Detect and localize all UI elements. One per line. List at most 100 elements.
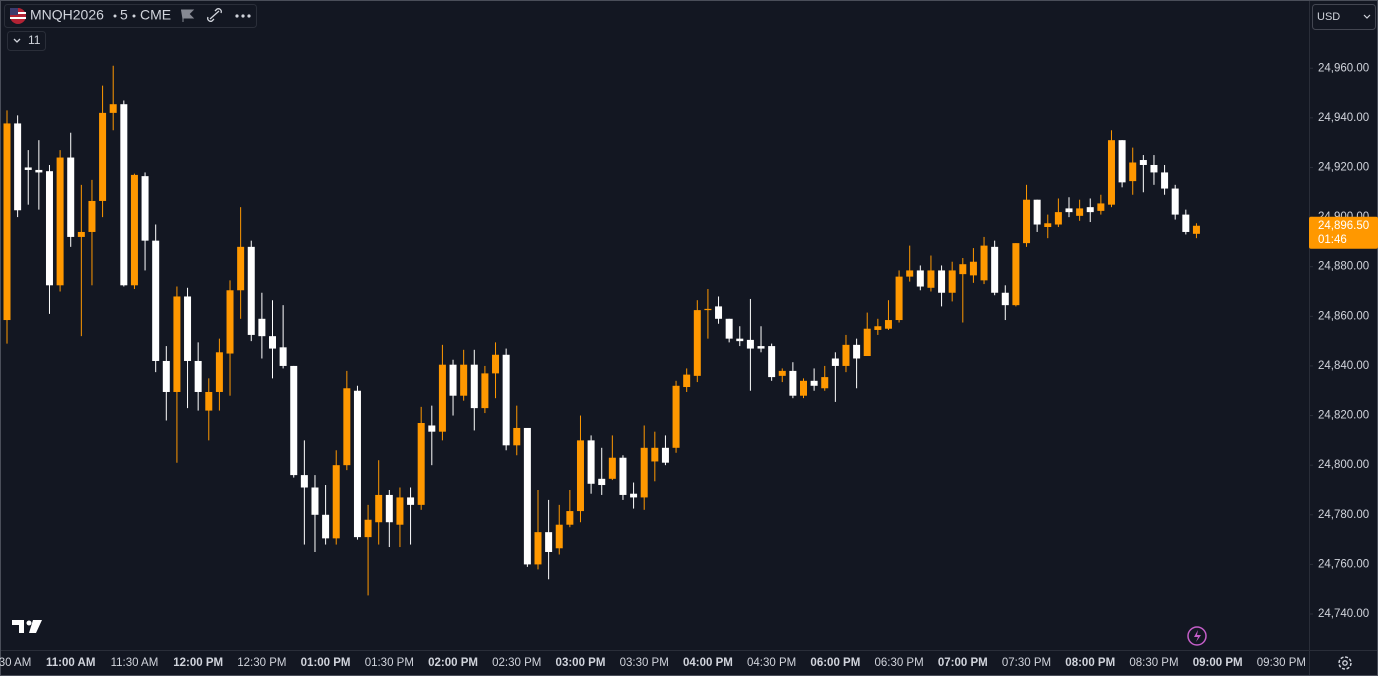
candle-body: [831, 358, 839, 366]
candle-body: [895, 276, 903, 321]
candle-body: [768, 346, 776, 378]
candle-body: [725, 318, 733, 339]
candle-body: [651, 447, 659, 462]
more-dot[interactable]: [247, 14, 251, 18]
x-tick-label: 11:00 AM: [46, 657, 95, 669]
candle-body: [269, 336, 276, 349]
last-price-box: [1309, 216, 1378, 249]
lightning-button[interactable]: [1187, 626, 1207, 646]
candle-body: [502, 354, 510, 446]
logo-part: [29, 620, 42, 633]
candle-body: [566, 511, 574, 525]
candle-body: [184, 296, 192, 361]
symbol-legend[interactable]: MNQH2026 5 CME: [4, 4, 257, 28]
currency[interactable]: USD: [1317, 11, 1340, 23]
candle-body: [853, 344, 861, 359]
candle-body: [332, 465, 340, 539]
candle-body: [916, 270, 924, 287]
candle-body: [428, 425, 436, 432]
indicators-box: [7, 31, 46, 51]
candle-body: [481, 373, 489, 409]
currency-select[interactable]: USD: [1312, 4, 1376, 30]
y-tick-label: 24,860.00: [1318, 310, 1369, 322]
link-button[interactable]: [207, 8, 222, 22]
candle-body: [661, 447, 669, 463]
x-tick-label: 09:00 PM: [1193, 657, 1243, 669]
candle-body: [1139, 160, 1147, 165]
more-dot[interactable]: [235, 14, 239, 18]
indicators-toggle[interactable]: 11: [7, 31, 46, 51]
y-tick-label: 24,760.00: [1318, 558, 1369, 570]
candle-body: [1150, 164, 1158, 173]
candle-body: [35, 169, 43, 173]
candle-body: [863, 328, 871, 357]
y-tick-label: 24,940.00: [1318, 112, 1369, 124]
candle-body: [1076, 208, 1084, 216]
y-tick-label: 24,840.00: [1318, 360, 1369, 372]
candle-body: [938, 270, 946, 293]
countdown: 01:46: [1318, 234, 1347, 246]
x-tick-label: 06:00 PM: [810, 657, 860, 669]
tv-logo[interactable]: [12, 620, 42, 633]
candle-body: [194, 360, 202, 392]
chevron: [13, 38, 21, 43]
candle-body: [545, 532, 553, 553]
logo-part: [26, 620, 32, 626]
candle-body: [715, 306, 723, 319]
plot-area: [3, 65, 1200, 596]
x-tick-label: 07:00 PM: [938, 657, 988, 669]
candle-body: [1065, 208, 1073, 213]
x-tick-label: 12:30 PM: [237, 657, 286, 669]
flag-button[interactable]: [181, 9, 195, 22]
candle-body: [173, 296, 181, 392]
more-dot[interactable]: [241, 14, 245, 18]
exchange[interactable]: CME: [140, 7, 171, 23]
candle-body: [1033, 199, 1041, 225]
candle-body: [3, 123, 11, 321]
candle-body: [141, 176, 149, 241]
candle-body: [513, 427, 521, 446]
symbol[interactable]: MNQH2026: [30, 7, 104, 23]
candle-body: [704, 308, 712, 311]
candle-body: [630, 493, 638, 498]
candle-body: [385, 494, 393, 523]
separator-dot: [132, 14, 136, 18]
y-tick-label: 24,780.00: [1318, 509, 1369, 521]
candle-body: [736, 338, 744, 342]
indicators-count[interactable]: 11: [28, 33, 41, 47]
candle-body: [1097, 203, 1105, 211]
x-tick-label: 09:30 PM: [1257, 657, 1306, 669]
legend-box: [4, 4, 257, 28]
candle-body: [927, 270, 935, 288]
candle-body: [322, 514, 330, 539]
candle-body: [959, 264, 967, 275]
candle-body: [353, 390, 361, 538]
flag-stripe: [10, 17, 26, 19]
settings-button[interactable]: [1338, 656, 1352, 670]
separator-dot: [113, 14, 117, 18]
candle-body: [778, 370, 786, 376]
candle-body: [492, 354, 500, 374]
candle-body: [587, 440, 595, 484]
lightning-ring: [1187, 626, 1207, 646]
candle-body: [608, 457, 616, 479]
x-tick-label: 12:00 PM: [173, 657, 223, 669]
interval[interactable]: 5: [120, 7, 128, 23]
candle-body: [45, 171, 53, 286]
candle-body: [343, 388, 351, 466]
candle-body: [757, 346, 765, 349]
lightning-bolt: [1194, 630, 1201, 642]
y-tick-label: 24,960.00: [1318, 62, 1369, 74]
gear-center: [1342, 660, 1348, 666]
candle-body: [1129, 162, 1137, 182]
currency-box: [1312, 4, 1376, 30]
x-tick-label: 08:00 PM: [1065, 657, 1115, 669]
candle-body: [789, 370, 797, 396]
gear: [1338, 656, 1352, 670]
y-tick-label: 24,800.00: [1318, 459, 1369, 471]
candle-body: [311, 487, 319, 515]
x-tick-label: 01:30 PM: [365, 657, 414, 669]
x-tick-label: 07:30 PM: [1002, 657, 1051, 669]
candle-body: [980, 245, 988, 281]
